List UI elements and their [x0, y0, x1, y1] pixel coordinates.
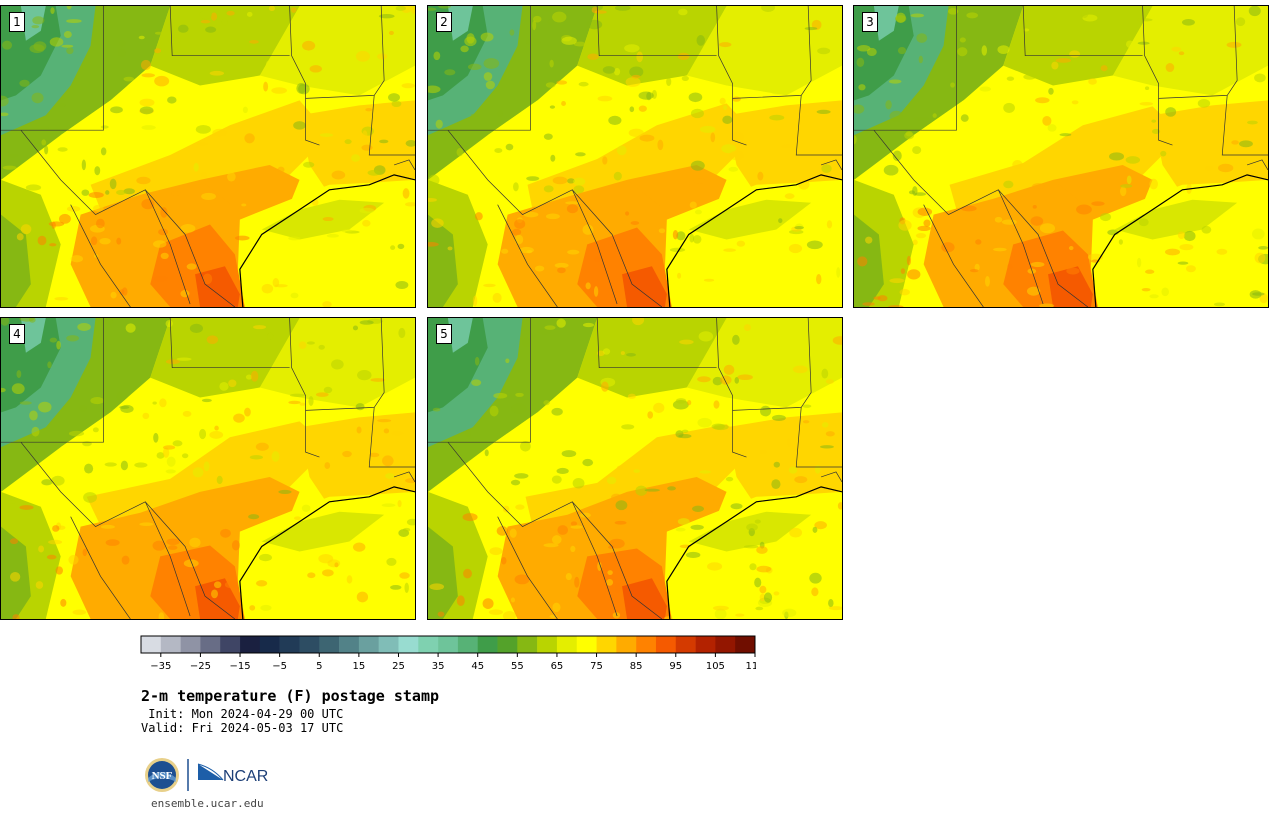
- colorbar-swatch: [398, 636, 419, 653]
- colorbar-tick-label: 45: [471, 661, 484, 672]
- colorbar-swatch: [200, 636, 221, 653]
- init-time: Init: Mon 2024-04-29 00 UTC: [141, 707, 344, 721]
- colorbar-swatch: [695, 636, 716, 653]
- temperature-map: [1, 6, 415, 307]
- member-number-label: 3: [862, 12, 878, 32]
- colorbar-swatch: [616, 636, 637, 653]
- colorbar-tick-label: 35: [432, 661, 445, 672]
- nsf-logo: NSF: [145, 758, 179, 792]
- colorbar-swatch: [160, 636, 181, 653]
- colorbar-swatch: [220, 636, 241, 653]
- colorbar-swatch: [576, 636, 597, 653]
- colorbar-swatch: [477, 636, 498, 653]
- colorbar-tick-label: 85: [630, 661, 643, 672]
- colorbar-swatch: [636, 636, 657, 653]
- colorbar-swatch: [279, 636, 300, 653]
- ncar-logo-text: NCAR: [223, 768, 268, 785]
- temperature-map: [428, 6, 842, 307]
- colorbar-swatch: [735, 636, 756, 653]
- colorbar-swatch: [517, 636, 538, 653]
- colorbar-tick-label: 55: [511, 661, 524, 672]
- colorbar-tick-label: 65: [551, 661, 564, 672]
- colorbar-swatch: [556, 636, 578, 653]
- colorbar-tick-label: −25: [190, 661, 211, 672]
- colorbar-swatch: [378, 636, 399, 653]
- colorbar-tick-label: −15: [229, 661, 250, 672]
- valid-time: Valid: Fri 2024-05-03 17 UTC: [141, 721, 344, 735]
- temperature-map: [1, 318, 415, 619]
- colorbar-swatch: [299, 636, 320, 653]
- colorbar-swatch: [655, 636, 677, 653]
- colorbar-swatch: [457, 636, 479, 653]
- website-url: ensemble.ucar.edu: [151, 797, 264, 810]
- ensemble-member-panel-2: 2: [427, 5, 843, 308]
- colorbar-tick-label: −35: [150, 661, 171, 672]
- colorbar-swatch: [141, 636, 162, 653]
- colorbar-tick-label: 75: [590, 661, 603, 672]
- colorbar-swatch: [715, 636, 736, 653]
- colorbar-swatch: [438, 636, 459, 653]
- colorbar-swatch: [675, 636, 696, 653]
- ensemble-member-panel-1: 1: [0, 5, 416, 308]
- ensemble-member-panel-3: 3: [853, 5, 1269, 308]
- colorbar-tick-label: 5: [316, 661, 322, 672]
- colorbar-swatch: [240, 636, 261, 653]
- colorbar-swatch: [596, 636, 617, 653]
- member-number-label: 5: [436, 324, 452, 344]
- member-number-label: 1: [9, 12, 25, 32]
- colorbar-tick-label: 105: [706, 661, 725, 672]
- colorbar-tick-label: 25: [392, 661, 405, 672]
- colorbar-swatch: [180, 636, 201, 653]
- colorbar-tick-label: 15: [353, 661, 366, 672]
- logos: NSF NCAR: [145, 758, 268, 792]
- member-number-label: 4: [9, 324, 25, 344]
- nsf-logo-text: NSF: [152, 770, 173, 782]
- colorbar-swatch: [497, 636, 518, 653]
- colorbar-swatch: [319, 636, 340, 653]
- ensemble-member-panel-4: 4: [0, 317, 416, 620]
- ensemble-member-panel-5: 5: [427, 317, 843, 620]
- temperature-map: [428, 318, 842, 619]
- temperature-colorbar: −35 −25 −15 −5 5 15 25 35 45 55 65 75 85 95 105 115: [140, 635, 756, 672]
- member-number-label: 2: [436, 12, 452, 32]
- colorbar-tick-label: −5: [272, 661, 287, 672]
- temperature-map: [854, 6, 1268, 307]
- colorbar-swatch: [358, 636, 379, 653]
- colorbar-swatch: [418, 636, 439, 653]
- figure-title: 2-m temperature (F) postage stamp: [141, 687, 440, 705]
- colorbar-swatch: [339, 636, 360, 653]
- colorbar-swatch: [537, 636, 558, 653]
- colorbar-tick-label: 115: [745, 661, 756, 672]
- ncar-logo: NCAR: [197, 763, 268, 785]
- colorbar-swatch: [259, 636, 280, 653]
- colorbar-tick-label: 95: [669, 661, 682, 672]
